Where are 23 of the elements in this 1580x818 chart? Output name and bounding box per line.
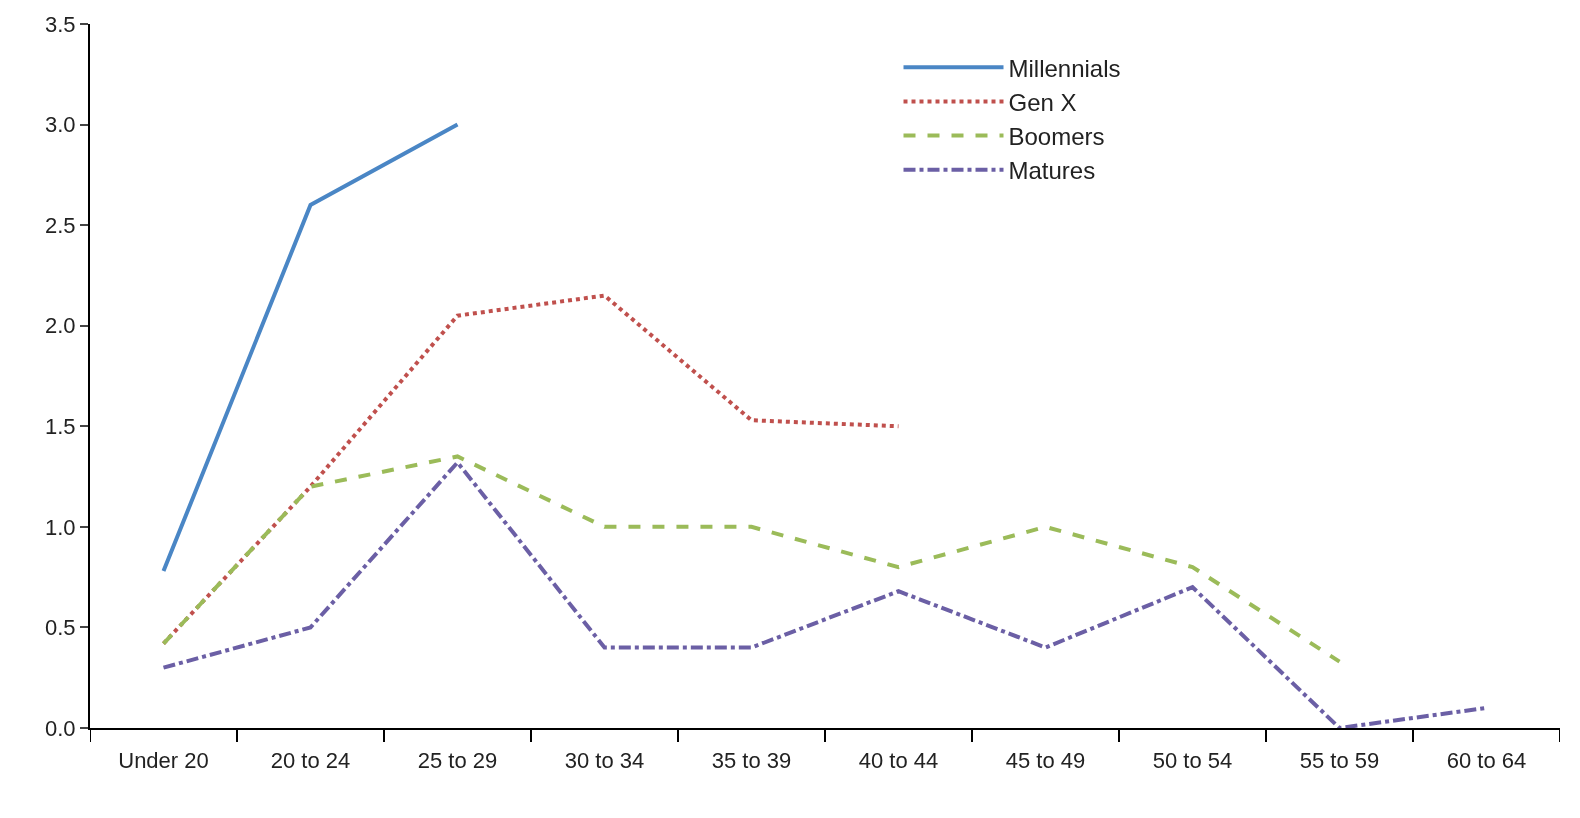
y-tick-label: 0.0 (45, 715, 76, 741)
x-tick-label: 50 to 54 (1152, 748, 1233, 774)
y-tick-label: 0.5 (45, 615, 76, 641)
x-tick-label: 40 to 44 (858, 748, 939, 774)
y-tick-label: 3.0 (45, 112, 76, 138)
legend-label: Matures (1008, 157, 1096, 185)
legend-label: Boomers (1008, 122, 1105, 150)
x-tick-label: 35 to 39 (711, 748, 792, 774)
y-tick-label: 2.5 (45, 212, 76, 238)
y-tick-label: 2.0 (45, 313, 76, 339)
x-tick-label: 55 to 59 (1299, 748, 1380, 774)
y-tick-label: 1.5 (45, 413, 76, 439)
x-tick-label: 45 to 49 (1005, 748, 1086, 774)
x-tick-label: 30 to 34 (564, 748, 645, 774)
legend-label: Gen X (1008, 88, 1077, 116)
x-tick-label: 60 to 64 (1446, 748, 1527, 774)
y-tick-label: 3.5 (45, 11, 76, 37)
line-series (161, 454, 1342, 664)
y-tick-label: 1.0 (45, 514, 76, 540)
x-tick-label: Under 20 (118, 748, 209, 774)
x-tick-label: 20 to 24 (270, 748, 351, 774)
x-tick-label: 25 to 29 (417, 748, 498, 774)
legend-label: Millennials (1008, 54, 1121, 82)
